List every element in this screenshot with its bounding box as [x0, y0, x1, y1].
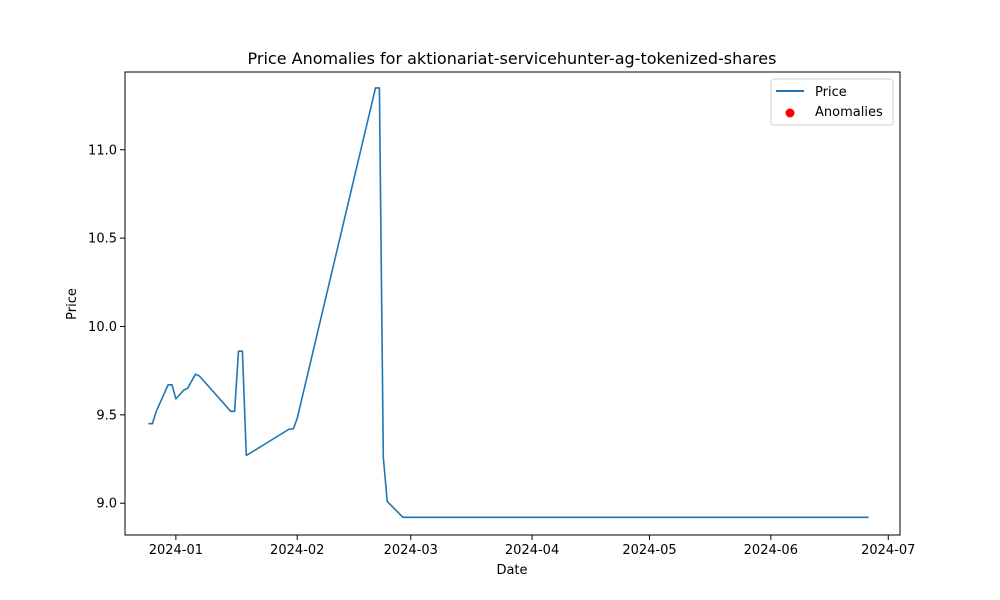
y-tick-label: 9.5: [96, 408, 117, 423]
x-tick-label: 2024-04: [505, 543, 559, 558]
legend-anomalies-label: Anomalies: [815, 105, 883, 120]
x-tick-label: 2024-07: [861, 543, 915, 558]
legend-price-label: Price: [815, 85, 847, 100]
y-axis-title: Price: [65, 288, 80, 320]
x-tick-label: 2024-06: [744, 543, 798, 558]
x-axis-title: Date: [496, 563, 527, 578]
chart-title: Price Anomalies for aktionariat-serviceh…: [248, 49, 777, 68]
x-axis: 2024-01 2024-02 2024-03 2024-04 2024-05 2024-…: [149, 535, 915, 558]
y-axis: 9.0 9.5 10.0 10.5 11.0: [88, 143, 125, 512]
x-tick-label: 2024-02: [270, 543, 324, 558]
y-tick-label: 10.5: [88, 232, 117, 247]
y-tick-label: 9.0: [96, 497, 117, 512]
legend-anomalies-swatch: [785, 108, 795, 118]
x-tick-label: 2024-05: [622, 543, 676, 558]
plot-frame: [124, 71, 901, 536]
series-layer: [148, 87, 869, 519]
legend: Price Anomalies: [770, 78, 894, 126]
x-tick-label: 2024-01: [149, 543, 203, 558]
y-tick-label: 10.0: [88, 320, 117, 335]
y-tick-label: 11.0: [88, 143, 117, 158]
price-line: [148, 87, 869, 519]
x-tick-label: 2024-03: [384, 543, 438, 558]
plot-area: [124, 71, 901, 536]
